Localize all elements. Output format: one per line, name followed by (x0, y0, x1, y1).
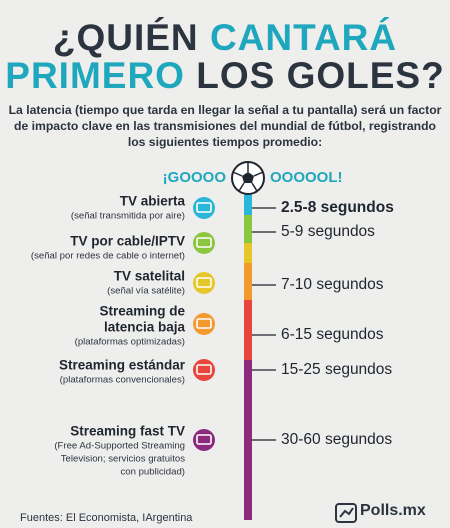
brand: Polls.mx (360, 502, 426, 519)
item-time: 15-25 segundos (281, 361, 392, 378)
brand-logo (335, 503, 357, 523)
title-word: LOS GOLES? (196, 55, 444, 96)
item-note: con publicidad) (120, 467, 185, 478)
item-name: latencia baja (104, 320, 186, 335)
item-icon-glyph (196, 277, 212, 288)
item-note: (señal por redes de cable o internet) (31, 251, 185, 262)
title-word: CANTARÁ (210, 17, 397, 58)
title-line: ¿QUIÉN CANTARÁ (53, 17, 397, 58)
intro-line: de impacto clave en las transmisiones de… (14, 119, 436, 133)
sources: Fuentes: El Economista, IArgentina (20, 512, 193, 524)
item-time: 6-15 segundos (281, 326, 384, 343)
gol-text: OOOOOL! (270, 169, 343, 186)
item-icon-glyph (196, 237, 212, 248)
item-icon-glyph (196, 434, 212, 445)
item-note: (plataformas convencionales) (60, 375, 185, 386)
title-line: PRIMERO LOS GOLES? (5, 55, 444, 96)
title-word: PRIMERO (5, 55, 185, 96)
item-name: TV por cable/IPTV (70, 234, 185, 249)
item-time: 2.5-8 segundos (281, 199, 394, 216)
item-name: Streaming estándar (59, 358, 186, 373)
item-name: Streaming de (99, 304, 185, 319)
item-time: 5-9 segundos (281, 223, 375, 240)
item-note: (señal vía satélite) (107, 286, 185, 297)
item-icon-glyph (196, 202, 212, 213)
item-icon-glyph (196, 318, 212, 329)
intro-line: La latencia (tiempo que tarda en llegar … (9, 103, 442, 117)
item-time: 30-60 segundos (281, 431, 392, 448)
item-time: 7-10 segundos (281, 276, 384, 293)
item-name: Streaming fast TV (70, 424, 185, 439)
ball (231, 161, 265, 195)
item-name: TV abierta (120, 194, 186, 209)
timeline-bar (244, 193, 252, 520)
item-note: (plataformas optimizadas) (75, 337, 185, 348)
item-note: (Free Ad-Supported Streaming (54, 441, 185, 452)
gol-text: ¡GOOOO (163, 169, 227, 186)
item-name: TV satelital (114, 269, 185, 284)
item-note: (señal transmitida por aire) (71, 211, 185, 222)
title-word: ¿QUIÉN (53, 17, 199, 58)
item-note: Television; servicios gratuitos (61, 454, 185, 465)
intro-line: los siguientes tiempos promedio: (128, 135, 322, 149)
item-icon-glyph (196, 364, 212, 375)
